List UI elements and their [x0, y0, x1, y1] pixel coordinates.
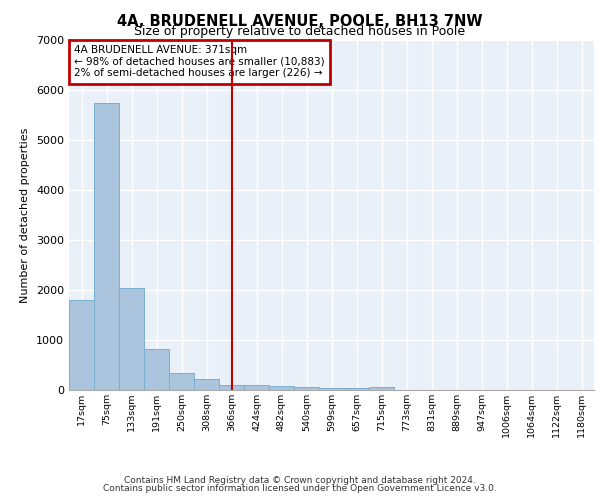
- Bar: [319, 388, 344, 390]
- Bar: [194, 378, 219, 390]
- Bar: [69, 300, 94, 390]
- Text: Contains HM Land Registry data © Crown copyright and database right 2024.: Contains HM Land Registry data © Crown c…: [124, 476, 476, 485]
- Bar: [294, 387, 319, 390]
- Bar: [94, 102, 119, 390]
- Bar: [344, 388, 369, 390]
- Bar: [169, 373, 194, 390]
- Bar: [269, 386, 294, 390]
- Text: 4A, BRUDENELL AVENUE, POOLE, BH13 7NW: 4A, BRUDENELL AVENUE, POOLE, BH13 7NW: [117, 14, 483, 29]
- Bar: [219, 384, 244, 390]
- Text: Size of property relative to detached houses in Poole: Size of property relative to detached ho…: [134, 25, 466, 38]
- Bar: [369, 386, 394, 390]
- Bar: [119, 288, 144, 390]
- Bar: [144, 349, 169, 390]
- Y-axis label: Number of detached properties: Number of detached properties: [20, 128, 31, 302]
- Text: 4A BRUDENELL AVENUE: 371sqm
← 98% of detached houses are smaller (10,883)
2% of : 4A BRUDENELL AVENUE: 371sqm ← 98% of det…: [74, 46, 325, 78]
- Bar: [244, 385, 269, 390]
- Text: Contains public sector information licensed under the Open Government Licence v3: Contains public sector information licen…: [103, 484, 497, 493]
